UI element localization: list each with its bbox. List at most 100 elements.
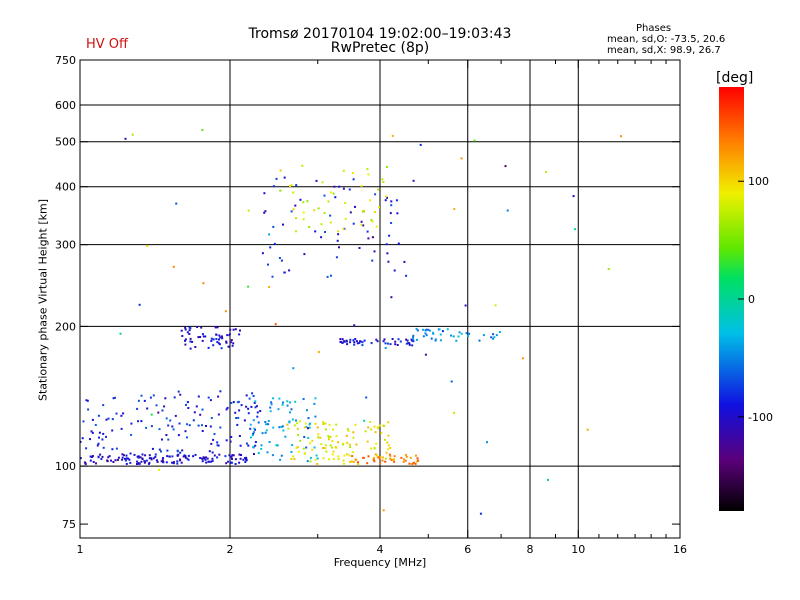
data-point bbox=[227, 345, 230, 348]
data-point bbox=[283, 271, 286, 274]
data-point bbox=[411, 339, 414, 342]
data-point bbox=[574, 228, 577, 231]
data-point bbox=[338, 246, 340, 249]
data-point bbox=[189, 340, 192, 343]
data-point bbox=[382, 181, 385, 183]
data-point bbox=[388, 234, 391, 237]
data-point bbox=[229, 461, 232, 464]
data-point bbox=[101, 455, 104, 458]
data-point bbox=[377, 188, 380, 191]
data-point bbox=[210, 337, 213, 340]
data-point bbox=[343, 340, 346, 343]
data-point bbox=[339, 338, 342, 341]
data-point bbox=[84, 461, 87, 464]
data-point bbox=[346, 428, 349, 431]
data-point bbox=[490, 336, 493, 339]
data-point bbox=[373, 460, 376, 463]
data-point bbox=[251, 434, 254, 437]
data-point bbox=[391, 458, 394, 461]
data-point bbox=[210, 442, 213, 445]
data-point bbox=[367, 237, 370, 240]
data-point bbox=[201, 333, 204, 336]
data-point bbox=[179, 393, 182, 396]
data-point bbox=[327, 436, 330, 438]
data-point bbox=[228, 454, 231, 457]
data-point bbox=[324, 444, 327, 447]
data-point bbox=[167, 438, 170, 441]
data-point bbox=[268, 233, 271, 236]
chart-subtitle: RwPretec (8p) bbox=[330, 40, 430, 56]
data-point bbox=[385, 451, 388, 454]
data-point bbox=[343, 454, 346, 457]
data-point bbox=[195, 405, 198, 408]
data-point bbox=[276, 444, 279, 447]
data-point bbox=[120, 414, 123, 417]
data-point bbox=[94, 424, 97, 426]
data-point bbox=[256, 415, 259, 418]
data-point bbox=[302, 201, 305, 204]
data-point bbox=[303, 436, 306, 438]
data-point bbox=[282, 223, 284, 226]
data-point bbox=[329, 191, 332, 194]
data-point bbox=[218, 343, 221, 346]
data-point bbox=[202, 282, 205, 285]
data-point bbox=[381, 178, 384, 181]
data-point bbox=[136, 460, 139, 463]
data-point bbox=[217, 413, 220, 416]
data-point bbox=[130, 433, 133, 436]
data-point bbox=[224, 455, 227, 458]
data-point bbox=[354, 338, 357, 340]
data-point bbox=[432, 331, 434, 334]
data-point bbox=[216, 441, 219, 444]
data-point bbox=[373, 425, 376, 428]
data-point bbox=[219, 426, 222, 429]
data-point bbox=[84, 463, 87, 465]
data-point bbox=[267, 423, 270, 426]
data-point bbox=[229, 328, 232, 331]
data-point bbox=[327, 200, 330, 203]
data-point bbox=[397, 242, 400, 245]
data-point bbox=[352, 172, 354, 174]
data-point bbox=[458, 331, 461, 334]
data-point bbox=[342, 169, 345, 172]
data-point bbox=[239, 444, 242, 447]
data-point bbox=[495, 334, 498, 337]
data-point bbox=[504, 165, 507, 168]
data-point bbox=[332, 192, 335, 195]
data-point bbox=[187, 458, 190, 461]
data-point bbox=[249, 427, 252, 430]
data-point bbox=[124, 457, 126, 460]
data-point bbox=[89, 455, 92, 458]
data-point bbox=[160, 450, 162, 453]
data-point bbox=[269, 410, 272, 413]
data-point bbox=[197, 336, 200, 339]
data-point bbox=[245, 458, 248, 461]
data-point bbox=[112, 461, 115, 463]
data-point bbox=[492, 337, 494, 340]
data-point bbox=[317, 351, 320, 353]
data-point bbox=[211, 459, 214, 462]
data-point bbox=[188, 329, 191, 332]
data-point bbox=[328, 423, 331, 426]
data-point bbox=[370, 447, 373, 450]
data-point bbox=[319, 436, 322, 439]
data-point bbox=[389, 212, 392, 215]
data-point bbox=[486, 441, 488, 444]
data-point bbox=[385, 195, 387, 198]
data-point bbox=[143, 460, 146, 462]
data-point bbox=[166, 455, 169, 458]
data-point bbox=[360, 223, 363, 226]
data-point bbox=[405, 455, 408, 458]
data-point bbox=[154, 453, 157, 456]
data-point bbox=[324, 231, 326, 233]
data-point bbox=[405, 274, 408, 277]
data-point bbox=[123, 454, 125, 457]
data-point bbox=[348, 443, 351, 446]
data-point bbox=[217, 395, 220, 398]
data-point bbox=[352, 461, 355, 463]
data-point bbox=[91, 455, 94, 457]
data-point bbox=[253, 453, 255, 455]
data-point bbox=[498, 331, 501, 333]
data-point bbox=[302, 447, 305, 450]
